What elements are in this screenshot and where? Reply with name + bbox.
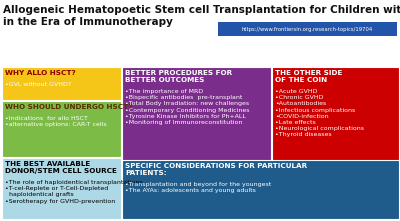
FancyBboxPatch shape (122, 67, 270, 219)
Text: THE OTHER SIDE
OF THE COIN: THE OTHER SIDE OF THE COIN (275, 70, 342, 83)
Text: •Acute GVHD
•Chronic GVHD
•Autoantibodies
•Infectious complications
•COVID-infec: •Acute GVHD •Chronic GVHD •Autoantibodie… (275, 89, 364, 137)
FancyBboxPatch shape (2, 67, 120, 99)
Text: Allogeneic Hematopoetic Stem cell Transplantation for Children with ALL: Allogeneic Hematopoetic Stem cell Transp… (3, 5, 400, 15)
Text: in the Era of Immunotherapy: in the Era of Immunotherapy (3, 17, 173, 27)
Text: •Transplantation and beyond for the youngest
•The AYAs: adolescents and young ad: •Transplantation and beyond for the youn… (125, 182, 271, 193)
Text: •The role of haploidentical transplantations
•T-cel-Replete or T-Cell-Depleted
 : •The role of haploidentical transplantat… (5, 180, 143, 204)
Text: https://www.frontiersin.org.research-topics/19704: https://www.frontiersin.org.research-top… (241, 27, 373, 32)
FancyBboxPatch shape (2, 158, 120, 219)
Text: •Indications  for allo HSCT
•alternative options: CAR-T cells: •Indications for allo HSCT •alternative … (5, 116, 107, 127)
Text: •GVL without GVHD?: •GVL without GVHD? (5, 82, 71, 86)
FancyBboxPatch shape (2, 101, 120, 156)
Text: THE BEST AVAILABLE
DONOR/STEM CELL SOURCE: THE BEST AVAILABLE DONOR/STEM CELL SOURC… (5, 161, 117, 174)
FancyBboxPatch shape (218, 21, 396, 36)
Text: WHO SHOULD UNDERGO HSCT?: WHO SHOULD UNDERGO HSCT? (5, 104, 132, 110)
Text: •The importance of MRD
•Bispecific antibodies  pre-transplant
•Total Body Irradi: •The importance of MRD •Bispecific antib… (125, 89, 250, 125)
Text: WHY ALLO HSCT?: WHY ALLO HSCT? (5, 70, 76, 76)
FancyBboxPatch shape (272, 67, 398, 219)
Text: SPECIFIC CONSIDERATIONS FOR PARTICULAR
PATIENTS:: SPECIFIC CONSIDERATIONS FOR PARTICULAR P… (125, 163, 307, 176)
FancyBboxPatch shape (122, 160, 398, 219)
Text: BETTER PROCEDURES FOR
BETTER OUTCOMES: BETTER PROCEDURES FOR BETTER OUTCOMES (125, 70, 232, 83)
